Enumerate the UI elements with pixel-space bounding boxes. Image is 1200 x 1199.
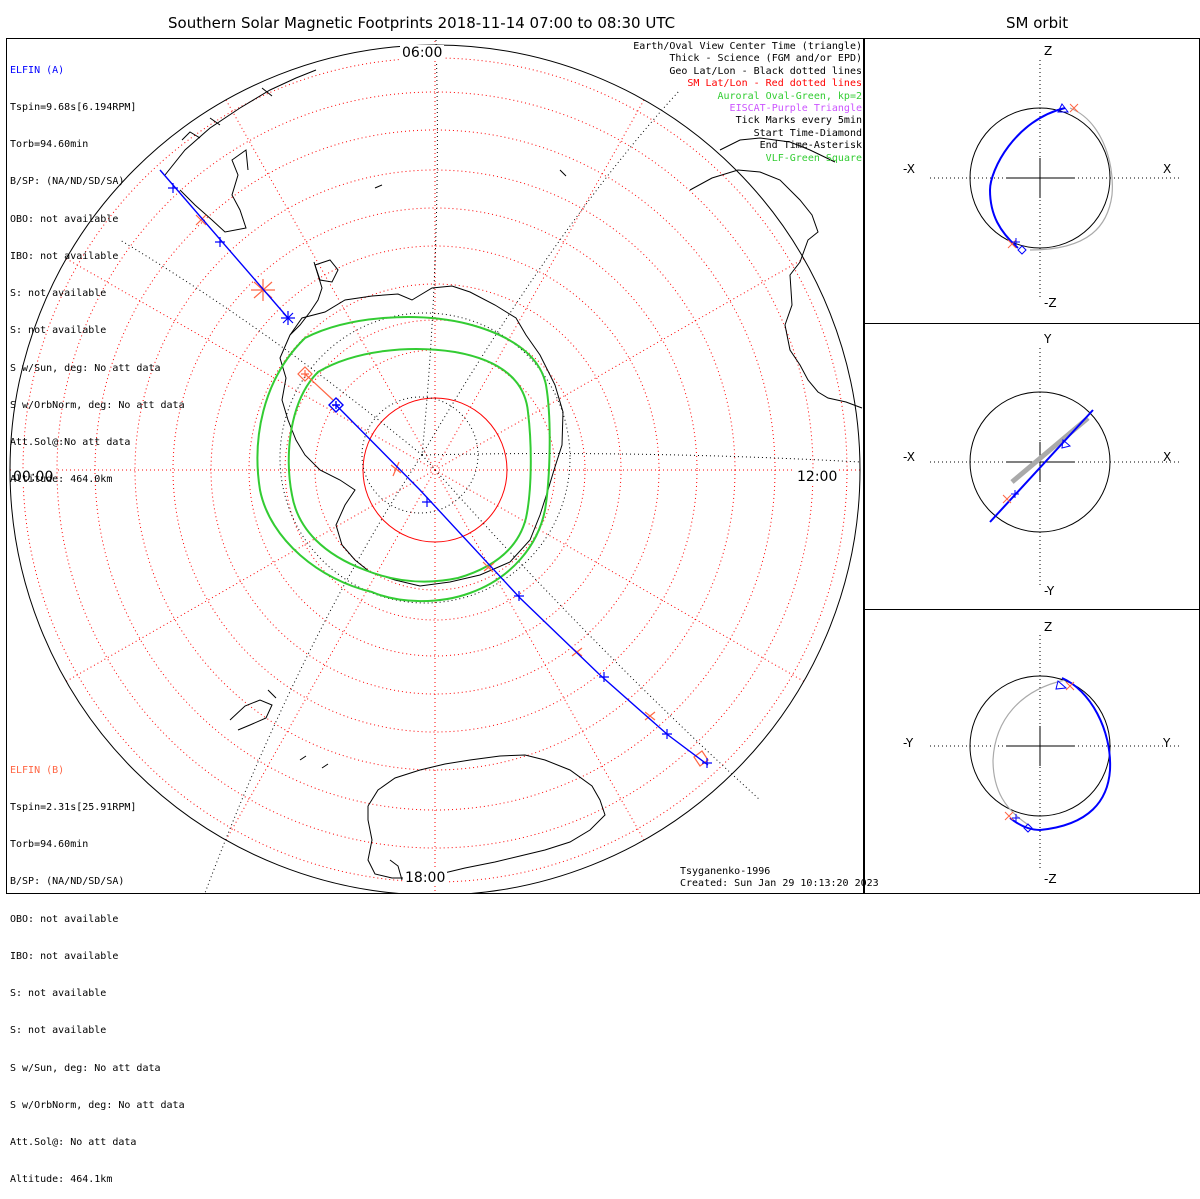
elfin-b-line: S: not available [10,1025,107,1037]
orbit-title: SM orbit [1006,14,1069,32]
coastlines [164,69,863,881]
elfin-b-start-diamond [297,366,313,382]
clock-label-bottom: 18:00 [403,870,448,886]
africa-coast [689,169,863,409]
sm-longitude-lines [10,40,860,893]
legend: Earth/Oval View Center Time (triangle) T… [633,41,862,165]
elfin-b-name: ELFIN (B) [10,764,65,776]
elfin-b-line: S: not available [10,988,107,1000]
legend-item: Tick Marks every 5min [735,115,862,127]
elfin-b-info: ELFIN (B) Tspin=2.31s[25.91RPM] Torb=94.… [10,740,185,1199]
elfin-a-line: Altitude: 464.0km [10,474,113,486]
elfin-a-track [159,169,712,768]
legend-item: Earth/Oval View Center Time (triangle) [633,41,862,52]
elfin-b-line: S w/OrbNorm, deg: No att data [10,1099,185,1111]
orbit-panel-xy-graphic [930,348,1180,585]
orbit1-top-label: Z [1044,44,1053,58]
elfin-a-line: IBO: not available [10,250,119,262]
elfin-b-end-marker [693,750,709,767]
legend-item: EISCAT-Purple Triangle [729,103,862,115]
orbit2-top-label: Y [1044,332,1052,346]
elfin-b-track [195,214,709,767]
orbit2-left-label: -X [903,450,915,464]
sm-pole-circle [362,397,508,543]
antarctica-coast [279,285,564,587]
new-zealand-coast [229,689,277,731]
elfin-b-line: IBO: not available [10,950,119,962]
auroral-oval [256,316,551,603]
orbit-panel-xz-graphic [930,60,1180,300]
legend-item: SM Lat/Lon - Red dotted lines [687,78,862,90]
model-credit: Tsyganenko-1996 [680,866,771,877]
clock-label-top: 06:00 [400,45,445,61]
legend-item: Start Time-Diamond [753,127,862,139]
orbit-panel-yz-graphic [930,635,1180,870]
elfin-b-line: Att.Sol@: No att data [10,1137,137,1148]
clock-label-right: 12:00 [795,469,840,485]
legend-item: Thick - Science (FGM and/or EPD) [669,53,862,65]
orbit3-left-label: -Y [903,736,914,750]
orbit1-bottom-label: -Z [1044,296,1057,310]
elfin-a-line: S: not available [10,288,107,300]
elfin-b-line: OBO: not available [10,913,119,925]
elfin-a-line: Torb=94.60min [10,139,89,151]
legend-item: VLF-Green Square [765,152,862,164]
auroral-oval-outer [256,316,551,603]
page-title: Southern Solar Magnetic Footprints 2018-… [168,14,676,32]
elfin-b-line: Torb=94.60min [10,839,89,851]
orbit2-right-label: X [1163,450,1172,464]
orbit3-right-label: Y [1163,736,1171,750]
elfin-a-info: ELFIN (A) Tspin=9.68s[6.194RPM] Torb=94.… [10,40,185,499]
elfin-b-line: Altitude: 464.1km [10,1174,113,1186]
elfin-b-line: S w/Sun, deg: No att data [10,1062,161,1074]
orbit1-left-label: -X [903,162,915,176]
australia-coast [367,754,606,879]
orbit3-bottom-label: -Z [1044,872,1057,886]
elfin-b-line: Tspin=2.31s[25.91RPM] [10,802,137,814]
footprint-map-graphic [9,39,1180,893]
elfin-a-name: ELFIN (A) [10,64,65,76]
geo-grid [119,39,861,893]
elfin-a-start-diamond [328,397,344,413]
legend-item: Auroral Oval-Green, kp=2 [717,90,863,102]
elfin-a-line: S w/OrbNorm, deg: No att data [10,399,185,411]
elfin-a-end-asterisk [281,311,295,325]
elfin-a-line: Att.Sol@:No att data [10,437,131,448]
legend-item: End Time-Asterisk [759,140,862,152]
orbit1-right-label: X [1163,162,1172,176]
orbit3-top-label: Z [1044,620,1053,634]
auroral-oval-inner [287,348,532,583]
map-frame [6,38,864,894]
south-america-coast [164,69,317,233]
elfin-a-line: OBO: not available [10,213,119,225]
legend-item: Geo Lat/Lon - Black dotted lines [669,65,862,77]
elfin-a-line: S w/Sun, deg: No att data [10,362,161,374]
elfin-a-line: Tspin=9.68s[6.194RPM] [10,102,137,114]
elfin-b-line: B/SP: (NA/ND/SD/SA) [10,876,125,888]
created-credit: Created: Sun Jan 29 10:13:20 2023 [680,878,879,889]
clock-label-left: 00:00 [11,469,56,485]
orbit2-bottom-label: -Y [1044,584,1055,598]
elfin-a-line: B/SP: (NA/ND/SD/SA) [10,176,125,188]
elfin-a-line: S: not available [10,325,107,337]
